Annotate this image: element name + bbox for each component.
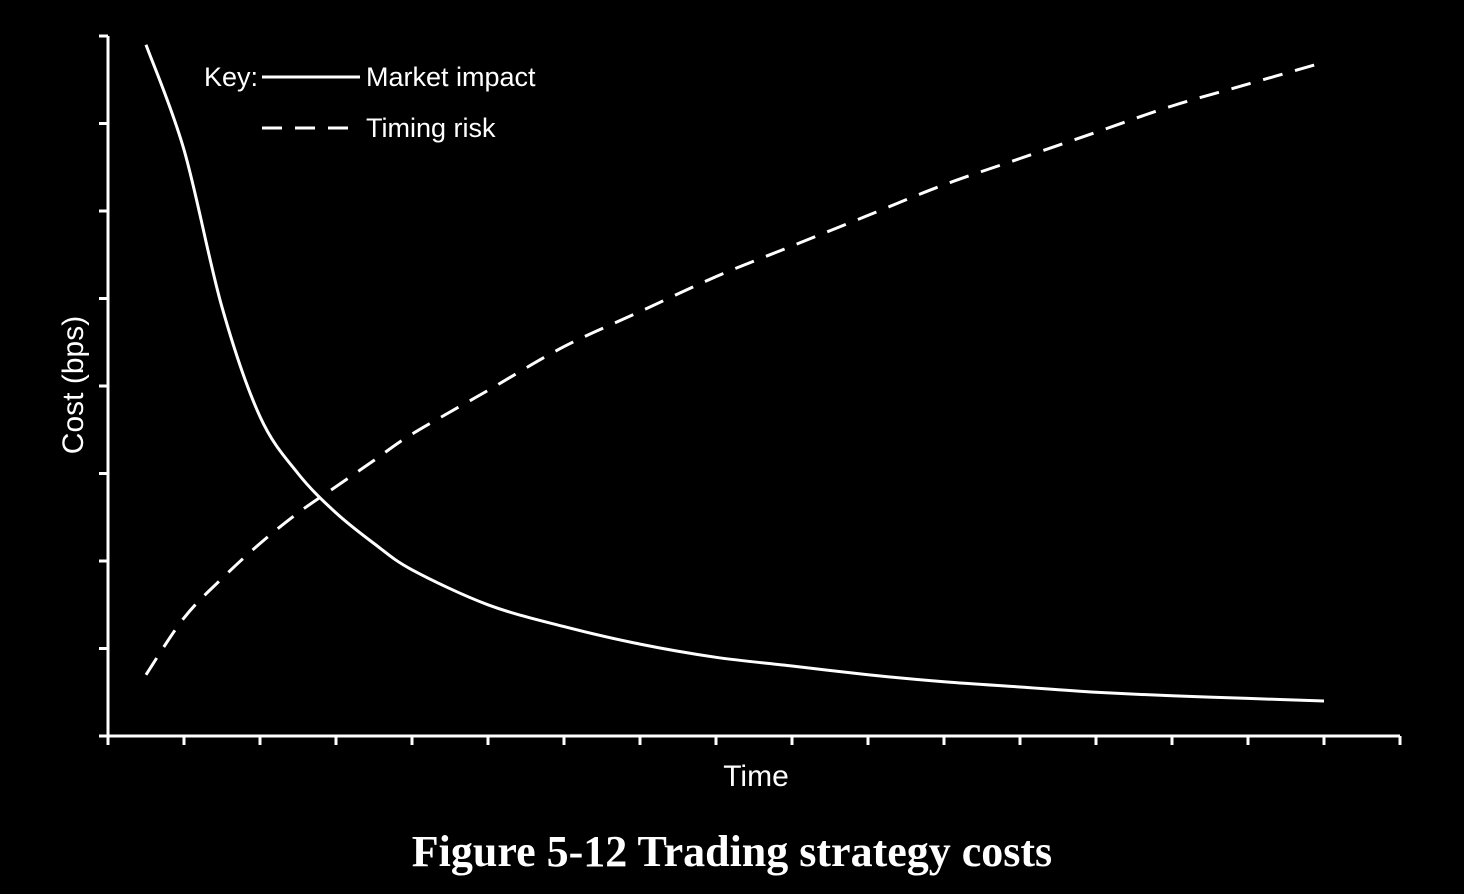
series-line-timing-risk [144,60,1325,676]
y-axis-label: Cost (bps) [57,316,90,454]
legend-key-label: Key: [204,62,258,92]
series-layer [144,44,1325,703]
figure-caption: Figure 5-12 Trading strategy costs [411,827,1053,876]
legend-label-timing-risk: Timing risk [366,113,496,143]
series-line-market-impact [144,44,1325,703]
legend: Key: Market impact Timing risk [204,62,536,143]
x-axis-label: Time [723,760,789,793]
y-axis-ticks [99,34,108,738]
legend-label-market-impact: Market impact [366,62,536,92]
